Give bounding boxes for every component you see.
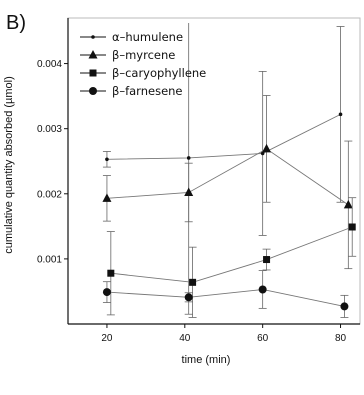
series	[102, 95, 353, 270]
data-point	[340, 302, 349, 311]
x-tick-label: 80	[335, 333, 347, 344]
data-point	[186, 156, 191, 160]
data-point	[184, 187, 194, 196]
y-tick-label: 0.003	[37, 124, 62, 135]
x-axis-label: time (min)	[182, 354, 231, 366]
x-axis: 20 40 60 80	[101, 324, 347, 344]
y-tick-label: 0.001	[37, 254, 62, 265]
legend-marker	[91, 35, 95, 39]
data-point	[102, 193, 112, 202]
legend-marker	[89, 69, 97, 77]
data-point	[107, 269, 115, 277]
data-point	[263, 256, 271, 264]
x-tick-label: 60	[257, 333, 269, 344]
y-axis-label: cumulative quantity absorbed (µmol)	[3, 76, 15, 254]
series	[106, 197, 357, 318]
series-line	[106, 289, 345, 307]
data-point	[338, 112, 343, 117]
legend-marker	[88, 50, 98, 59]
legend-label: β–myrcene	[112, 48, 175, 62]
legend-item: α–humulene	[80, 30, 183, 44]
series	[102, 270, 349, 318]
y-tick-label: 0.004	[37, 59, 62, 70]
legend-label: β–farnesene	[112, 84, 183, 98]
legend: α–humulene β–myrcene β–caryophyllene β–farn…	[80, 30, 206, 98]
x-tick-label: 40	[179, 333, 191, 344]
data-point	[105, 157, 109, 162]
plot-border	[67, 17, 361, 325]
series-layer	[102, 23, 357, 318]
panel-label: B)	[6, 12, 26, 34]
data-point	[102, 288, 111, 297]
series-line	[106, 113, 341, 160]
plot-frame	[67, 17, 361, 325]
data-point	[189, 278, 197, 286]
legend-marker	[89, 87, 97, 95]
y-tick-label: 0.002	[37, 189, 62, 200]
y-axis: 0.001 0.002 0.003 0.004	[37, 59, 68, 265]
series-line	[106, 148, 349, 206]
x-tick-label: 20	[101, 333, 113, 344]
legend-item: β–myrcene	[80, 48, 175, 62]
data-point	[258, 285, 267, 294]
data-point	[260, 151, 265, 156]
data-point	[262, 143, 272, 153]
legend-label: α–humulene	[112, 30, 183, 44]
legend-item: β–farnesene	[80, 84, 183, 98]
data-point	[184, 293, 193, 302]
legend-label: β–caryophyllene	[112, 66, 206, 80]
data-point	[343, 199, 353, 209]
series-line	[110, 226, 353, 283]
data-point	[348, 223, 356, 231]
legend-item: β–caryophyllene	[80, 66, 206, 80]
